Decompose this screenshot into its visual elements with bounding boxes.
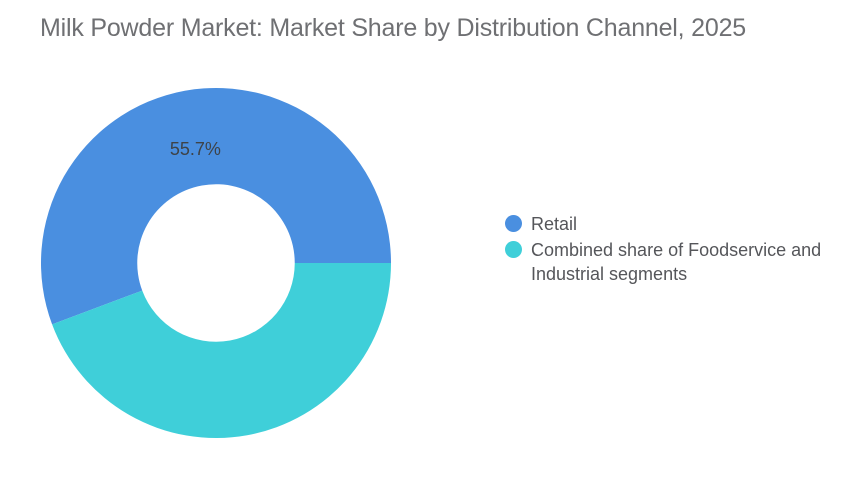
donut-chart: 55.7%: [40, 87, 392, 438]
legend-label-foodservice-industrial: Combined share of Foodservice and Indust…: [531, 240, 822, 284]
chart-title: Milk Powder Market: Market Share by Dist…: [40, 14, 746, 42]
pie-slice-1[interactable]: [52, 263, 392, 438]
legend-label-retail: Retail: [531, 214, 578, 234]
slice-label-0: 55.7%: [170, 139, 221, 159]
legend-item-retail[interactable]: Retail: [505, 212, 841, 236]
legend-item-foodservice-industrial[interactable]: Combined share of Foodservice and Indust…: [505, 238, 841, 286]
legend-swatch-retail-icon: [505, 215, 522, 232]
legend-swatch-foodservice-industrial-icon: [505, 241, 522, 258]
pie-slice-0[interactable]: [40, 87, 391, 325]
donut-chart-area: 55.7%: [6, 53, 426, 473]
chart-legend: Retail Combined share of Foodservice and…: [505, 212, 841, 286]
